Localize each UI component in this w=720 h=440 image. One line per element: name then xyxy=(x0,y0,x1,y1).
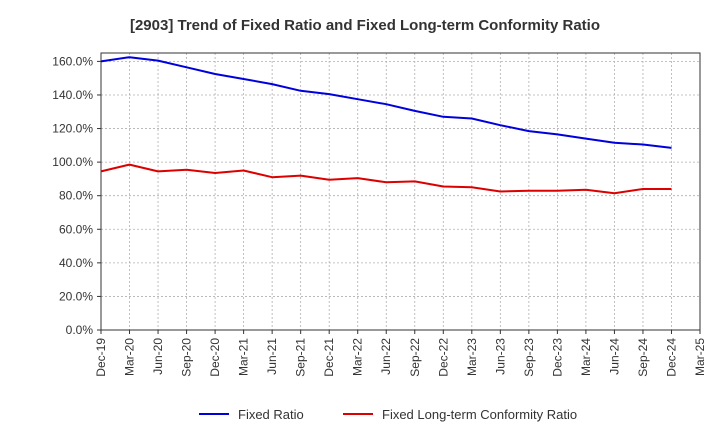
x-tick-label: Dec-21 xyxy=(322,338,336,377)
y-axis-ticks: 0.0% 20.0% 40.0% 60.0% 80.0% 100.0% 120.0% 140.… xyxy=(52,54,93,337)
y-tick-label: 20.0% xyxy=(59,289,93,303)
x-tick-label: Dec-20 xyxy=(208,338,222,377)
x-tick-label: Jun-21 xyxy=(265,338,279,375)
legend-label: Fixed Ratio xyxy=(238,407,304,422)
x-tick-label: Mar-23 xyxy=(465,338,479,376)
x-tick-label: Sep-24 xyxy=(636,338,650,377)
x-tick-label: Mar-22 xyxy=(351,338,365,376)
x-tick-label: Sep-20 xyxy=(180,338,194,377)
chart-title: [2903] Trend of Fixed Ratio and Fixed Lo… xyxy=(130,17,600,34)
x-tick-label: Dec-19 xyxy=(94,338,108,377)
series-line-fixed-ratio xyxy=(100,56,672,149)
x-tick-label: Jun-20 xyxy=(151,338,165,375)
x-tick-label: Jun-23 xyxy=(493,338,507,375)
grid-layer xyxy=(101,53,700,331)
series-layer xyxy=(100,56,672,195)
y-tick-label: 60.0% xyxy=(59,222,93,236)
series-line-fixed-long-term-conformity-ratio xyxy=(100,163,672,195)
y-tick-label: 160.0% xyxy=(52,54,93,68)
x-tick-label: Mar-24 xyxy=(579,338,593,376)
y-tick-label: 140.0% xyxy=(52,88,93,102)
x-tick-label: Sep-22 xyxy=(408,338,422,377)
y-tick-label: 40.0% xyxy=(59,256,93,270)
y-tick-label: 120.0% xyxy=(52,122,93,136)
x-tick-label: Mar-21 xyxy=(237,338,251,376)
x-tick-label: Sep-23 xyxy=(522,338,536,377)
legend-label: Fixed Long-term Conformity Ratio xyxy=(382,407,577,422)
y-tick-label: 100.0% xyxy=(52,155,93,169)
x-tick-label: Dec-23 xyxy=(550,338,564,377)
axis-layer xyxy=(97,52,701,334)
y-tick-label: 0.0% xyxy=(66,323,94,337)
x-tick-label: Jun-24 xyxy=(607,338,621,375)
y-tick-label: 80.0% xyxy=(59,189,93,203)
x-tick-label: Sep-21 xyxy=(294,338,308,377)
x-tick-label: Dec-22 xyxy=(436,338,450,377)
x-tick-label: Mar-20 xyxy=(123,338,137,376)
plot-frame xyxy=(100,52,701,331)
x-tick-label: Mar-25 xyxy=(693,338,707,376)
x-axis-ticks: Dec-19 Mar-20 Jun-20 Sep-20 Dec-20 Mar-21 Jun-… xyxy=(94,338,707,377)
legend: Fixed Ratio Fixed Long-term Conformity Ra… xyxy=(199,407,577,422)
x-tick-label: Jun-22 xyxy=(379,338,393,375)
x-tick-label: Dec-24 xyxy=(664,338,678,377)
